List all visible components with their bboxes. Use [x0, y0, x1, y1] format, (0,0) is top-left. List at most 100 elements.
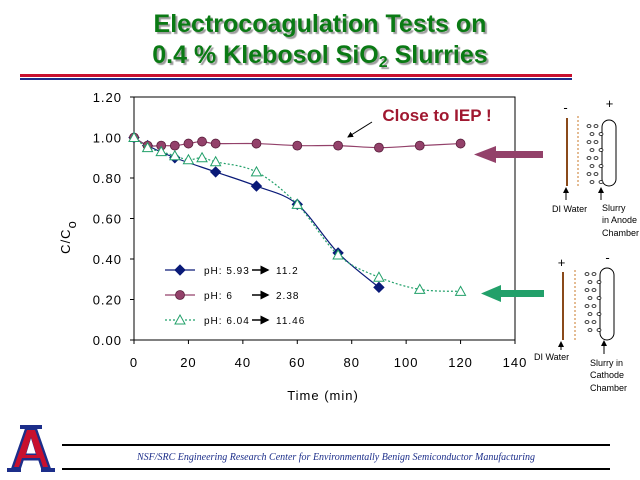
series-3-point	[291, 198, 304, 209]
particle-dot	[591, 304, 597, 308]
particle-dot	[587, 280, 593, 284]
y-axis-label: C/Co	[58, 220, 79, 254]
title-subscript: 2	[378, 54, 388, 71]
legend-label-1: pH: 5.93	[204, 266, 250, 277]
y-tick-label: 1.00	[93, 131, 122, 146]
university-logo	[7, 425, 55, 472]
particle-dot	[598, 180, 604, 184]
x-tick-label: 60	[289, 355, 305, 370]
series-2-point	[183, 138, 194, 149]
y-tick-label: 0.00	[93, 333, 122, 348]
cathode-right-label-3: Chamber	[590, 383, 627, 393]
series-1-point	[209, 166, 222, 178]
anode-right-label-2: in Anode	[602, 215, 637, 225]
arrow-purple	[474, 146, 543, 163]
particle-dot	[598, 148, 604, 152]
legend-label-2: pH: 6	[204, 291, 233, 302]
series-3-point	[373, 271, 385, 282]
series-1-point	[250, 180, 263, 192]
series-2-point	[169, 140, 180, 151]
cathode-right-sign: -	[605, 250, 610, 265]
title-rule-red	[20, 74, 572, 77]
annotation-arrow	[347, 121, 373, 138]
series-3-point	[155, 145, 168, 157]
particle-dot	[598, 132, 604, 136]
particle-dot	[587, 312, 593, 316]
series-2-point	[292, 140, 303, 151]
particle-dot	[586, 156, 592, 160]
cathode-left-label: DI Water	[534, 352, 569, 362]
title-text-pre: 0.4 % Klebosol SiO	[152, 41, 379, 69]
plot-area	[133, 96, 516, 341]
y-tick-label: 1.20	[93, 90, 122, 105]
legend-end-label-1: 11.2	[276, 266, 299, 277]
y-tick-label: 0.60	[93, 212, 122, 227]
series-3-point	[128, 131, 140, 142]
series-2-point	[333, 140, 344, 151]
particle-dot	[596, 312, 602, 316]
particle-dot	[591, 272, 597, 276]
anode-left-sign: -	[563, 100, 568, 115]
particle-dot	[593, 156, 599, 160]
particle-dot	[596, 296, 602, 300]
particle-dot	[586, 172, 592, 176]
legend-end-label-3: 11.46	[276, 316, 305, 327]
series-3-point	[250, 165, 263, 177]
legend-marker-3	[174, 313, 186, 325]
cathode-right-label-2: Cathode	[590, 370, 624, 380]
footer-rule-top	[62, 444, 610, 446]
series-3-point	[454, 285, 467, 296]
particle-dot	[586, 124, 592, 128]
anode-right-label-3: Chamber	[602, 228, 639, 238]
particle-dot	[593, 172, 599, 176]
particle-dot	[587, 296, 593, 300]
series-2-point	[374, 142, 384, 153]
anode-cell-diagram: - + DI Water Slurry in Anode Chamber	[552, 96, 639, 238]
particle-dot	[596, 280, 602, 284]
particle-dot	[586, 140, 592, 144]
series-2-point	[210, 138, 221, 149]
footer-rule-bottom	[62, 468, 610, 470]
x-tick-label: 40	[235, 355, 251, 370]
particle-dot	[584, 320, 590, 324]
legend-marker-1	[174, 264, 186, 276]
particle-dot	[589, 132, 595, 136]
legend-end-label-2: 2.38	[276, 291, 299, 302]
series-1-point	[373, 281, 385, 294]
x-axis-label: Time (min)	[287, 388, 359, 403]
particle-dot	[584, 272, 590, 276]
particle-dot	[596, 328, 602, 332]
arrow-green	[481, 285, 544, 302]
anode-left-label: DI Water	[552, 204, 587, 214]
anode-right-label-1: Slurry	[602, 203, 626, 213]
chart-svg: 0 20 40 60 80 100 120 140 0.00 0.20 0.40 0.60 0.80 1.…	[58, 90, 639, 403]
x-tick-label: 120	[448, 355, 473, 370]
annotation-close-to-iep: Close to IEP !	[382, 106, 491, 125]
particle-dot	[589, 148, 595, 152]
x-tick-label: 20	[180, 355, 196, 370]
slide-title-line2: 0.4 % Klebosol SiO2 Slurries	[0, 40, 640, 78]
series-3-point	[196, 151, 208, 163]
cathode-left-sign: +	[558, 255, 567, 270]
particle-dot	[591, 288, 597, 292]
particle-dot	[593, 124, 599, 128]
series-2-point	[414, 140, 425, 151]
particle-dot	[591, 320, 597, 324]
y-tick-label: 0.80	[93, 171, 122, 186]
x-tick-label: 100	[394, 355, 419, 370]
slide-title-line1: Electrocoagulation Tests on	[153, 10, 487, 38]
y-tick-label: 0.40	[93, 252, 122, 267]
x-tick-label: 80	[343, 355, 359, 370]
anode-right-sign: +	[606, 96, 615, 111]
particle-dot	[589, 164, 595, 168]
particle-dot	[589, 180, 595, 184]
footer-text: NSF/SRC Engineering Research Center for …	[136, 452, 536, 463]
title-text-post: Slurries	[387, 41, 488, 69]
series-2-point	[251, 138, 262, 149]
series-3-point	[332, 248, 344, 260]
series-2-point	[455, 138, 466, 149]
series-3-point	[413, 283, 426, 294]
cathode-tube	[599, 267, 615, 341]
cathode-cell-diagram: + - DI Water Slurry in Cathode Chamber	[534, 250, 627, 393]
cathode-right-label-1: Slurry in	[590, 358, 623, 368]
